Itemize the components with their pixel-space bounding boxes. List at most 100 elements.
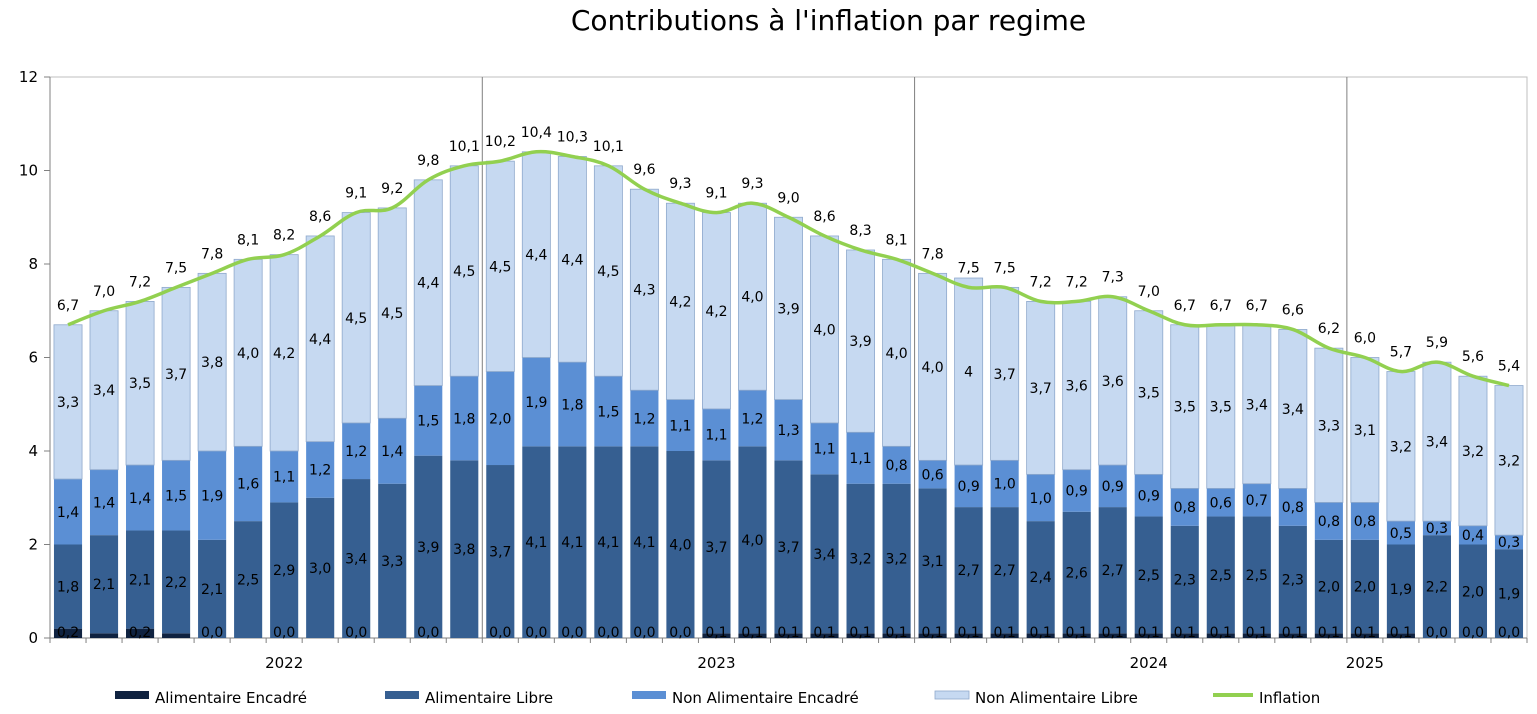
bar-data-label: 1,1 xyxy=(273,470,295,486)
bar-segment xyxy=(702,460,731,634)
bar-data-label: 0,8 xyxy=(1174,500,1196,516)
bar-data-label: 0,1 xyxy=(705,625,727,641)
x-year-label: 2022 xyxy=(265,654,303,672)
inflation-data-label: 7,0 xyxy=(1138,284,1160,300)
bar-data-label: 3,7 xyxy=(994,367,1016,383)
bar-data-label: 3,2 xyxy=(1498,453,1520,469)
inflation-data-label: 10,2 xyxy=(485,134,516,150)
bar-segment xyxy=(666,399,695,451)
bar-data-label: 3,4 xyxy=(1246,397,1268,413)
x-year-label: 2023 xyxy=(697,654,735,672)
bar-segment xyxy=(918,460,947,489)
bar-segment xyxy=(1170,525,1199,634)
bar-segment xyxy=(1494,549,1524,638)
bar-data-label: 3,4 xyxy=(1426,435,1448,451)
bar-segment xyxy=(1350,502,1379,540)
bar-segment xyxy=(846,249,875,433)
bar-data-label: 3,3 xyxy=(57,395,79,411)
bar-data-label: 0,1 xyxy=(777,625,799,641)
inflation-data-label: 10,1 xyxy=(449,139,480,155)
inflation-data-label: 6,7 xyxy=(1210,298,1232,314)
bar-segment xyxy=(630,446,659,638)
bar-segment xyxy=(162,530,191,634)
bar-data-label: 1,2 xyxy=(309,463,331,479)
inflation-data-label: 10,4 xyxy=(521,125,552,141)
bar-data-label: 4,5 xyxy=(381,306,403,322)
bar-segment xyxy=(53,544,83,629)
bar-data-label: 4,5 xyxy=(597,264,619,280)
bar-data-label: 1,5 xyxy=(417,414,439,430)
bar-data-label: 0,9 xyxy=(957,479,979,495)
bar-data-label: 3,6 xyxy=(1066,379,1088,395)
bar-data-label: 0,1 xyxy=(1066,625,1088,641)
bar-segment xyxy=(234,446,263,522)
y-tick-label: 6 xyxy=(28,349,38,367)
legend-label: Alimentaire Encadré xyxy=(155,689,307,707)
bar-segment xyxy=(126,530,155,629)
bar-data-label: 3,4 xyxy=(93,383,115,399)
bar-data-label: 0,5 xyxy=(1390,526,1412,542)
bar-data-label: 3,7 xyxy=(777,540,799,556)
bar-data-label: 1,4 xyxy=(129,491,151,507)
bar-data-label: 3,4 xyxy=(345,552,367,568)
y-tick-label: 0 xyxy=(28,629,38,647)
bar-segment xyxy=(1386,371,1416,522)
bar-data-label: 3,5 xyxy=(129,376,151,392)
bar-segment xyxy=(702,408,731,461)
bar-data-label: 1,6 xyxy=(237,477,259,493)
bar-data-label: 2,5 xyxy=(237,573,259,589)
bar-segment xyxy=(666,451,695,638)
bar-segment xyxy=(414,455,443,638)
bar-segment xyxy=(1026,474,1055,522)
bar-data-label: 3,2 xyxy=(1390,439,1412,455)
bar-data-label: 1,8 xyxy=(57,580,79,596)
bar-segment xyxy=(486,371,515,466)
bar-segment xyxy=(774,399,803,461)
bar-data-label: 0,0 xyxy=(1426,625,1448,641)
bar-data-label: 1,0 xyxy=(1030,491,1052,507)
bar-data-label: 2,1 xyxy=(93,577,115,593)
bar-segment xyxy=(197,272,227,452)
bar-segment xyxy=(1422,361,1452,522)
bar-data-label: 0,0 xyxy=(1462,625,1484,641)
bar-data-label: 0,6 xyxy=(921,467,943,483)
inflation-data-label: 7,0 xyxy=(93,284,115,300)
bar-data-label: 3,5 xyxy=(1174,400,1196,416)
bar-segment xyxy=(234,521,263,638)
bar-data-label: 4,2 xyxy=(669,294,691,310)
x-year-label: 2024 xyxy=(1130,654,1168,672)
inflation-data-label: 8,3 xyxy=(849,223,871,239)
bar-data-label: 0,1 xyxy=(1354,625,1376,641)
bar-segment xyxy=(1314,539,1343,634)
bar-data-label: 0,2 xyxy=(129,625,151,641)
bar-segment xyxy=(1134,633,1163,638)
bar-data-label: 4,0 xyxy=(741,533,763,549)
bar-data-label: 3,2 xyxy=(849,552,871,568)
bar-segment xyxy=(342,422,371,480)
bar-data-label: 3,5 xyxy=(1210,400,1232,416)
chart-title: Contributions à l'inflation par regime xyxy=(570,4,1087,37)
bar-data-label: 2,4 xyxy=(1030,570,1052,586)
bar-data-label: 4,0 xyxy=(237,346,259,362)
bar-segment xyxy=(1422,521,1451,536)
bar-segment xyxy=(1062,469,1091,512)
bar-segment xyxy=(738,633,767,638)
y-tick-label: 4 xyxy=(28,442,38,460)
bar-data-label: 4,0 xyxy=(885,346,907,362)
bar-data-label: 1,2 xyxy=(633,411,655,427)
bar-segment xyxy=(558,446,587,638)
bar-data-label: 1,2 xyxy=(345,444,367,460)
bar-segment xyxy=(1458,525,1488,545)
inflation-data-label: 5,6 xyxy=(1462,349,1484,365)
bar-data-label: 4,1 xyxy=(561,535,583,551)
bar-segment xyxy=(1170,633,1199,638)
bar-segment xyxy=(665,202,695,400)
bar-segment xyxy=(522,446,551,638)
bar-segment xyxy=(89,469,119,536)
bar-data-label: 0,1 xyxy=(1174,625,1196,641)
bar-data-label: 1,1 xyxy=(813,442,835,458)
bar-data-label: 4,2 xyxy=(705,304,727,320)
bar-segment xyxy=(126,465,155,531)
bar-segment xyxy=(1242,324,1272,485)
bar-data-label: 3,7 xyxy=(165,367,187,383)
